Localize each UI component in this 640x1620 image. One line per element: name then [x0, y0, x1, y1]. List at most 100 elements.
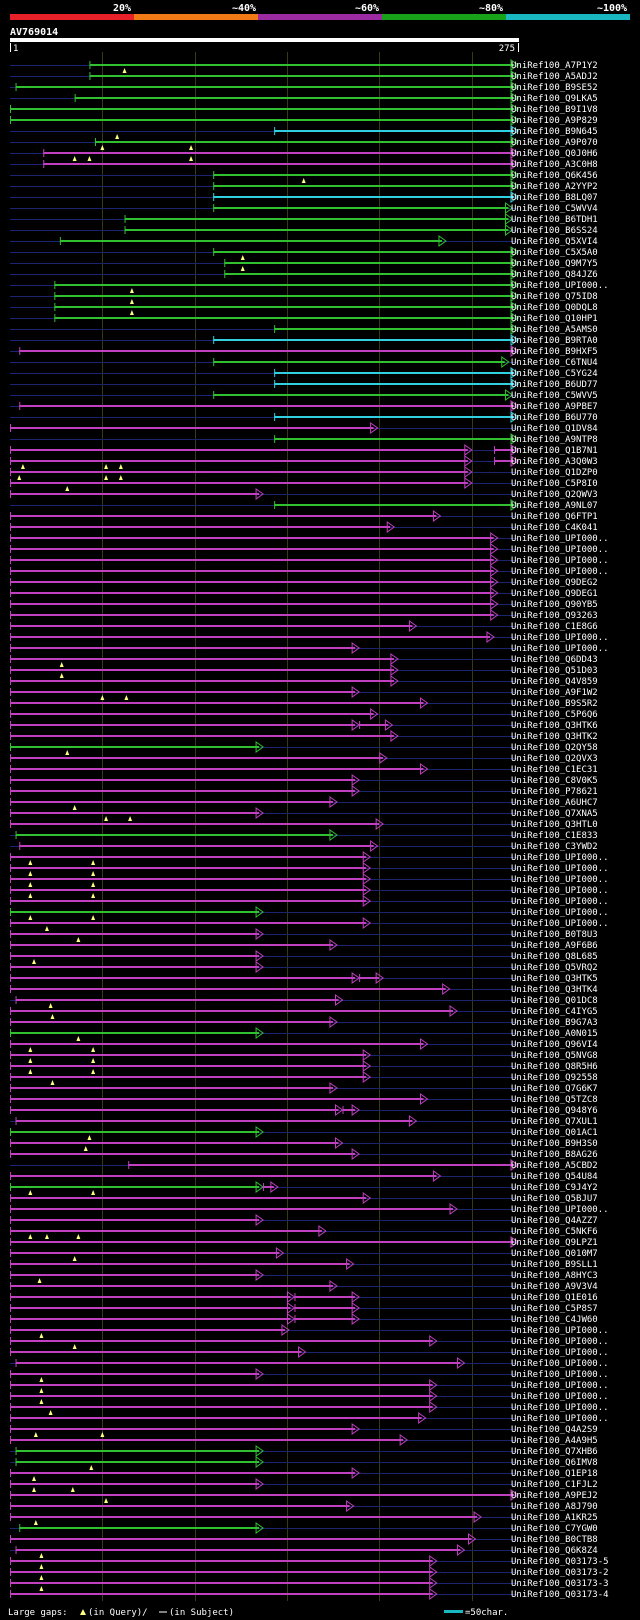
scale-seg-1 [10, 14, 134, 20]
hit-end-arrow [375, 972, 385, 984]
hit-label: UniRef100_B9SE52 [511, 83, 598, 93]
query-gap-marker [72, 1256, 77, 1261]
hit-label: UniRef100_A9F6B6 [511, 941, 598, 951]
query-gap-marker [28, 1047, 33, 1052]
hit-row: UniRef100_A3Q0W3 [10, 455, 598, 467]
query-gap-marker [59, 662, 64, 667]
hit-end-arrow [362, 1049, 372, 1061]
hit-row: UniRef100_Q92558 [10, 1069, 598, 1083]
hit-end-arrow [510, 114, 519, 126]
hit-end-arrow [408, 1115, 418, 1127]
hit-row: UniRef100_Q6DD43 [10, 653, 598, 665]
hit-label: UniRef100_Q03173-2 [511, 1568, 609, 1578]
hit-row: UniRef100_Q1B7N1 [10, 444, 598, 456]
hit-label: UniRef100_B9N645 [511, 127, 598, 137]
hit-label: UniRef100_UPI000.. [511, 1348, 609, 1358]
query-gap-marker [128, 816, 133, 821]
hit-label: UniRef100_Q3HTK4 [511, 985, 598, 995]
hit-end-arrow [456, 1544, 466, 1556]
hit-row: UniRef100_Q5TZC8 [10, 1093, 598, 1105]
hit-label: UniRef100_C3YWD2 [511, 842, 598, 852]
hit-label: UniRef100_Q4V859 [511, 677, 598, 687]
hit-label: UniRef100_Q51D03 [511, 666, 598, 676]
query-gap-marker [33, 1432, 38, 1437]
query-gap-marker [33, 1520, 38, 1525]
query-gap-marker [28, 871, 33, 876]
hit-end-arrow [386, 521, 396, 533]
hit-row: UniRef100_B9I1V8 [10, 103, 598, 115]
hit-row: UniRef100_C5YG24 [10, 367, 598, 379]
hit-label: UniRef100_A4A9H5 [511, 1436, 598, 1446]
hit-end-arrow [510, 246, 519, 258]
hit-row: UniRef100_A5CBD2 [10, 1159, 598, 1171]
query-gap-marker [76, 1036, 81, 1041]
hit-end-arrow [255, 1181, 264, 1193]
query-gap-marker [28, 893, 33, 898]
hit-label: UniRef100_A9F1W2 [511, 688, 598, 698]
hit-row: UniRef100_UPI000.. [10, 1333, 609, 1347]
hit-end-arrow [510, 191, 519, 203]
hit-end-arrow [429, 1577, 438, 1589]
hit-label: UniRef100_C4JW60 [511, 1315, 598, 1325]
query-bar [10, 38, 519, 42]
hit-label: UniRef100_Q010M7 [511, 1249, 598, 1259]
query-gap-marker [65, 750, 70, 755]
hit-end-arrow [456, 1357, 466, 1369]
query-gap-marker [87, 1135, 92, 1140]
legend-in-query: (in Query)/ [88, 1608, 148, 1618]
hit-end-arrow [464, 444, 473, 456]
query-gap-marker [118, 475, 123, 480]
hit-label: UniRef100_B9I1V8 [511, 105, 598, 115]
query-gap-marker [28, 1190, 33, 1195]
hit-row: UniRef100_UPI000.. [10, 631, 609, 643]
query-gap-marker [70, 1487, 75, 1492]
query-gap-marker [28, 1058, 33, 1063]
hit-end-arrow [510, 1236, 519, 1248]
hit-label: UniRef100_Q01DC8 [511, 996, 598, 1006]
query-gap-marker [72, 156, 77, 161]
hit-end-arrow [346, 1258, 355, 1270]
hit-label: UniRef100_B9H3S0 [511, 1139, 598, 1149]
hit-row: UniRef100_A1KR25 [10, 1511, 598, 1523]
hit-end-arrow [449, 1203, 458, 1215]
query-gap-marker [100, 695, 105, 700]
hit-row: UniRef100_B6UD77 [10, 378, 598, 390]
hit-end-arrow [351, 686, 360, 698]
hit-end-arrow [510, 169, 519, 181]
scale-label-60: ~60% [355, 3, 379, 14]
hit-row: UniRef100_C5NKF6 [10, 1225, 598, 1237]
hit-end-arrow [255, 741, 264, 753]
hit-row: UniRef100_Q3HTK4 [10, 983, 598, 995]
hit-end-arrow [362, 917, 372, 929]
hit-row: UniRef100_Q1EP18 [10, 1465, 598, 1479]
hit-end-arrow [286, 1291, 296, 1303]
query-gap-marker [28, 915, 33, 920]
hit-row: UniRef100_Q2QWV3 [10, 486, 598, 500]
hit-end-arrow [255, 1368, 264, 1380]
hit-row: UniRef100_C5WVV5 [10, 389, 598, 401]
hit-end-arrow [375, 818, 385, 830]
hit-row: UniRef100_Q6IMV8 [10, 1456, 598, 1468]
hit-row: UniRef100_C7YGW0 [10, 1520, 598, 1534]
query-gap-marker [50, 1014, 55, 1019]
query-gap-marker [28, 1069, 33, 1074]
hit-row: UniRef100_Q0J0H6 [10, 145, 598, 159]
query-gap-marker [39, 1399, 44, 1404]
hit-label: UniRef100_C8V0K5 [511, 776, 598, 786]
hit-end-arrow [335, 1137, 344, 1149]
hit-end-arrow [390, 675, 399, 687]
query-gap-marker [129, 288, 134, 293]
hit-label: UniRef100_A7P1Y2 [511, 61, 598, 71]
query-gap-marker [189, 145, 194, 150]
legend-gaps-label: Large gaps: [8, 1608, 68, 1618]
query-gap-marker [48, 1410, 53, 1415]
hit-row: UniRef100_B6TDH1 [10, 213, 598, 225]
hit-label: UniRef100_Q9DEG1 [511, 589, 598, 599]
hit-label: UniRef100_A8J790 [511, 1502, 598, 1512]
hit-end-arrow [510, 433, 519, 445]
hit-row: UniRef100_A9PBE7 [10, 400, 598, 412]
hit-row: UniRef100_Q7XHB6 [10, 1445, 598, 1457]
hit-row: UniRef100_UPI000.. [10, 532, 609, 544]
query-gap-marker [91, 1190, 96, 1195]
